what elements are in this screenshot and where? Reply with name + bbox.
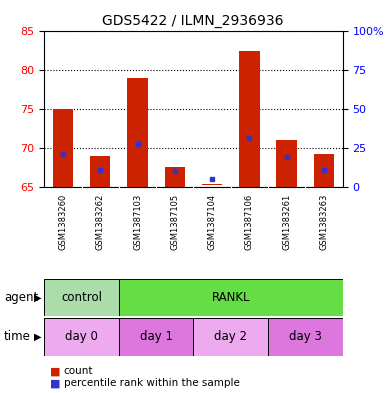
Bar — [119, 318, 194, 356]
Text: GSM1383262: GSM1383262 — [96, 194, 105, 250]
Bar — [44, 318, 119, 356]
Text: day 2: day 2 — [214, 331, 247, 343]
Text: RANKL: RANKL — [211, 291, 250, 304]
Text: GSM1387105: GSM1387105 — [170, 194, 179, 250]
Bar — [314, 154, 334, 187]
Text: day 0: day 0 — [65, 331, 98, 343]
Bar — [127, 78, 148, 187]
Text: ■: ■ — [50, 366, 60, 376]
Text: ▶: ▶ — [34, 293, 41, 303]
Text: ■: ■ — [50, 378, 60, 388]
Bar — [268, 318, 343, 356]
Text: day 1: day 1 — [140, 331, 172, 343]
Text: control: control — [61, 291, 102, 304]
Bar — [276, 140, 297, 187]
Text: GSM1387103: GSM1387103 — [133, 194, 142, 250]
Bar — [239, 51, 259, 187]
Bar — [53, 109, 73, 187]
Bar — [202, 184, 223, 185]
Bar — [194, 318, 268, 356]
Bar — [44, 279, 119, 316]
Text: agent: agent — [4, 291, 38, 304]
Text: GSM1383260: GSM1383260 — [59, 194, 67, 250]
Text: ▶: ▶ — [34, 332, 41, 342]
Text: GSM1387106: GSM1387106 — [245, 194, 254, 250]
Bar — [119, 279, 343, 316]
Text: GSM1383263: GSM1383263 — [320, 194, 328, 250]
Text: count: count — [64, 366, 93, 376]
Text: GSM1383261: GSM1383261 — [282, 194, 291, 250]
Text: percentile rank within the sample: percentile rank within the sample — [64, 378, 239, 388]
Text: day 3: day 3 — [289, 331, 322, 343]
Text: time: time — [4, 331, 31, 343]
Bar — [164, 167, 185, 187]
Text: GSM1387104: GSM1387104 — [208, 194, 217, 250]
Bar — [90, 156, 110, 187]
Text: GDS5422 / ILMN_2936936: GDS5422 / ILMN_2936936 — [102, 14, 283, 28]
